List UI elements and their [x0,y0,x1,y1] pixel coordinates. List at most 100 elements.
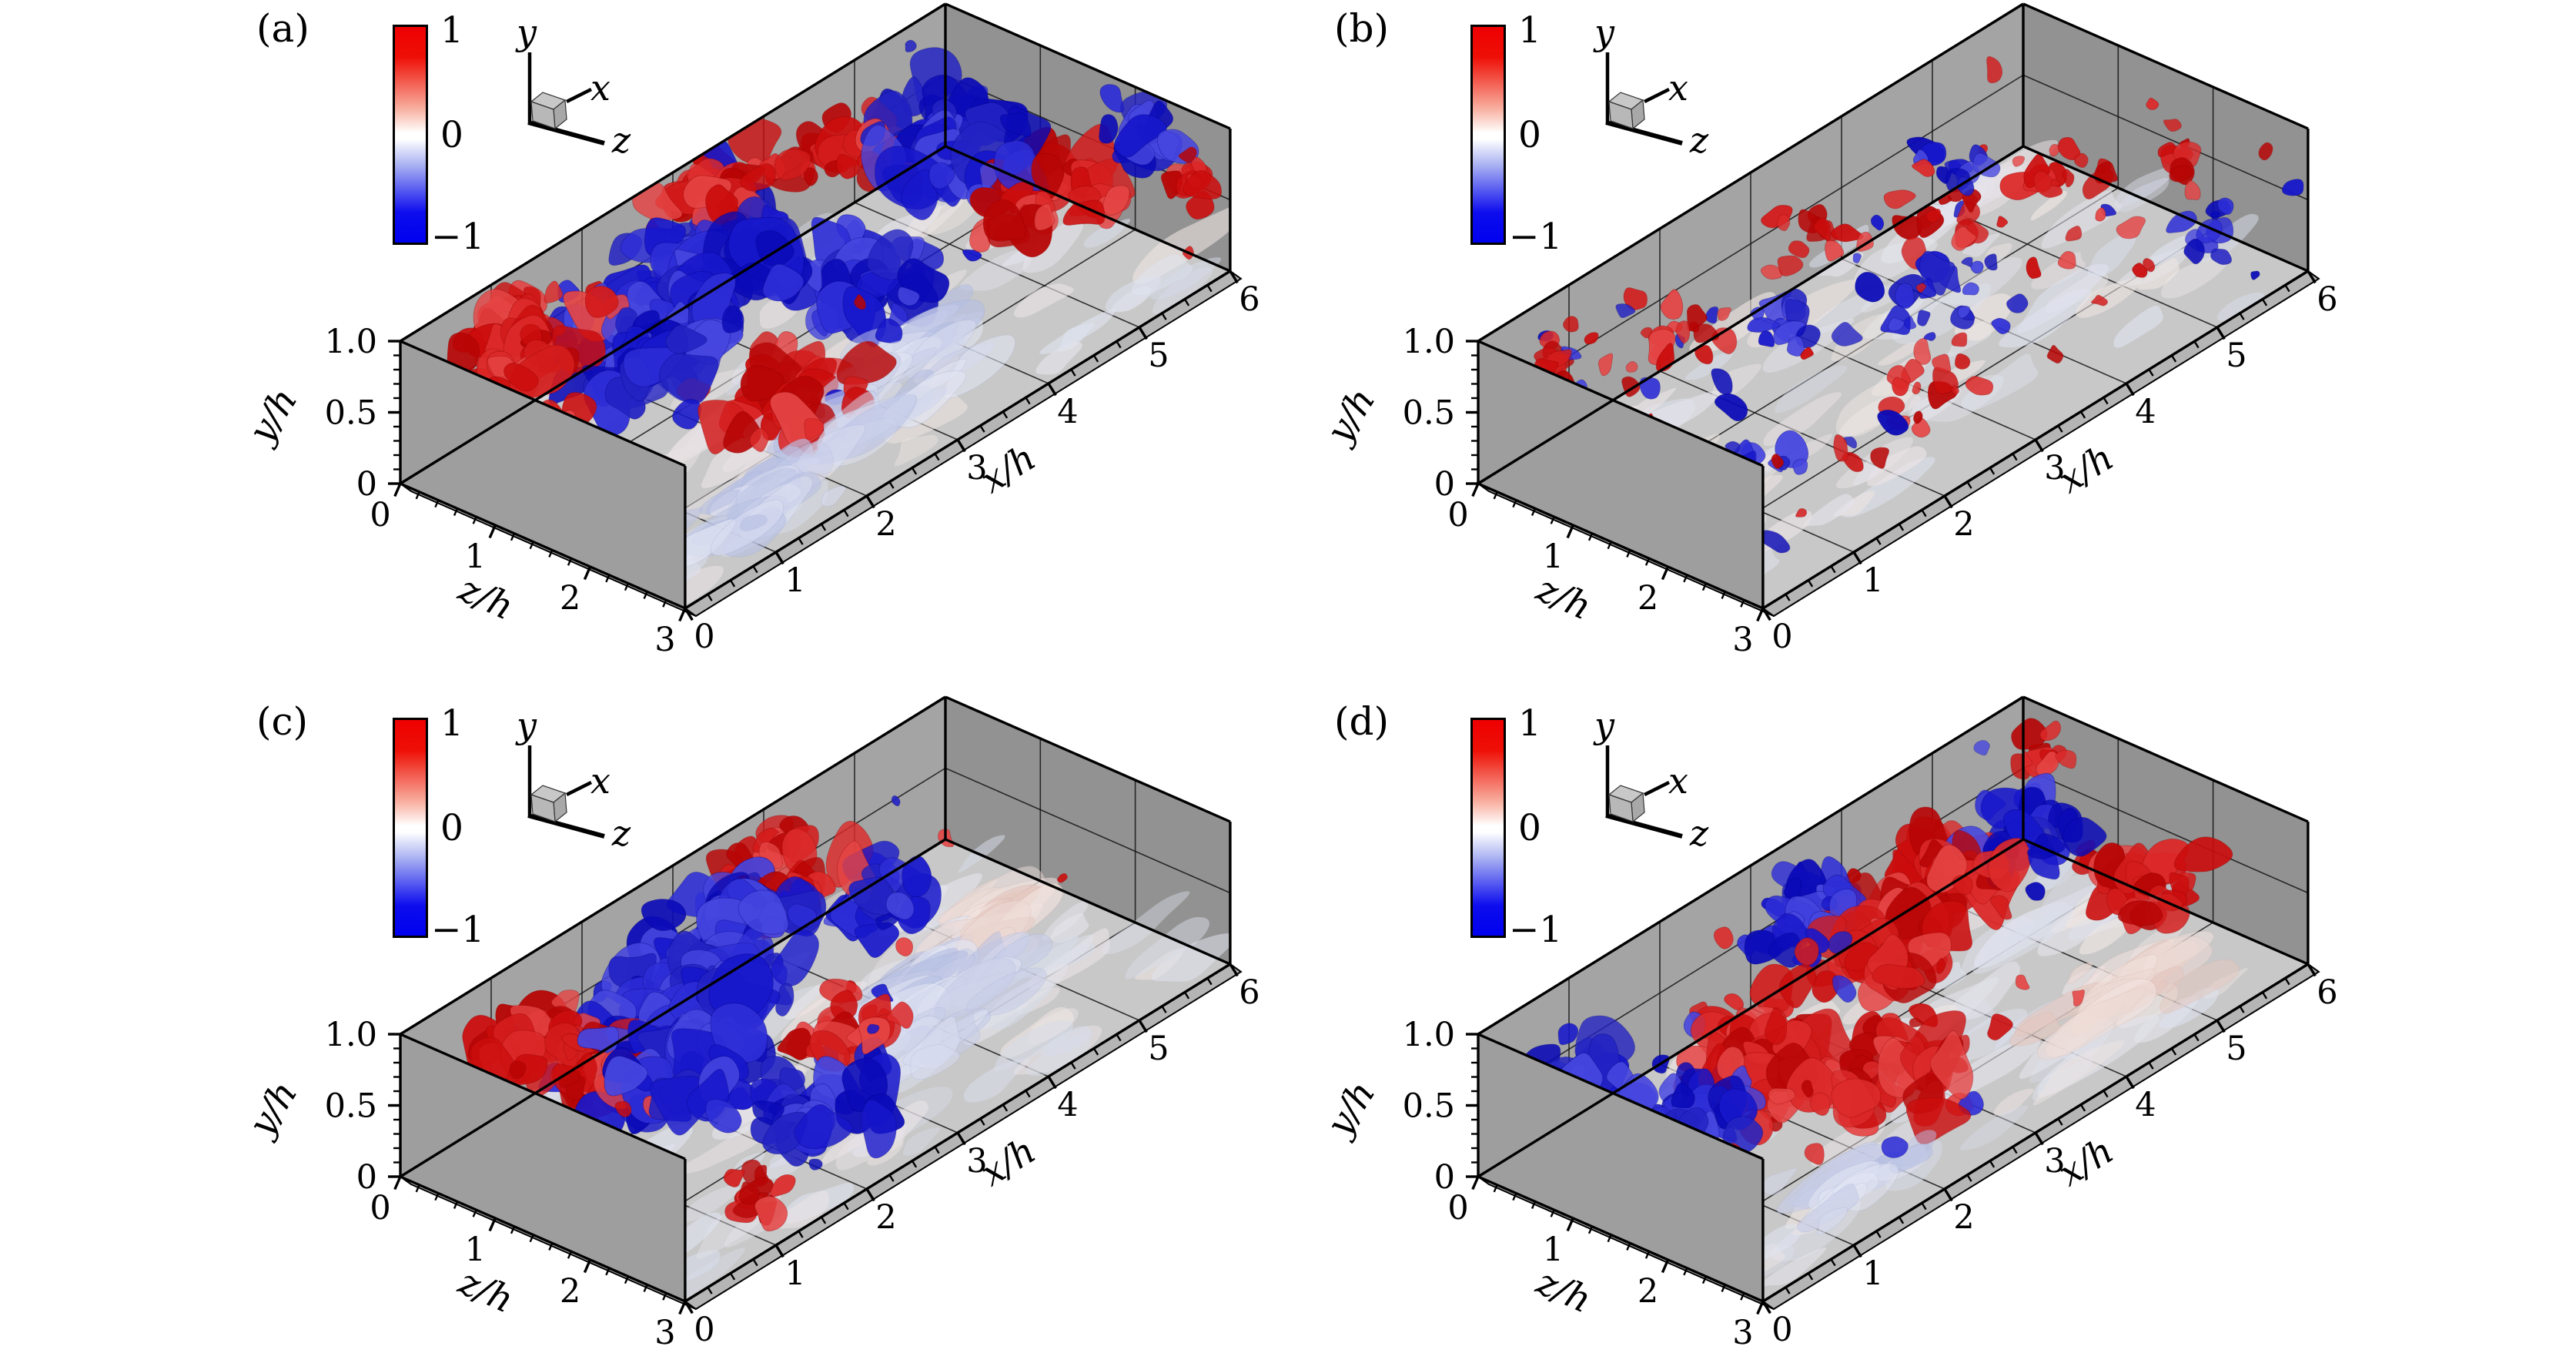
axis-title: x/h [973,437,1043,502]
colorbar-min-label: −1 [431,216,485,258]
axis-tick-label: 1 [1543,1231,1564,1269]
glyph-cube-front [1608,794,1634,822]
orientation-axes-glyph: y x z [1593,705,1709,854]
colorbar-gradient [393,718,428,938]
axis-tick-label: 5 [1148,1030,1169,1068]
glyph-z-label: z [611,812,631,854]
axis-title: z/h [1530,1261,1597,1321]
axis-tick-label: 1 [1862,561,1883,600]
orientation-axes-glyph: y x z [1593,12,1709,161]
axis-tick-label: 0 [1434,465,1455,504]
axis-tick-label: 1.0 [1403,323,1455,361]
axis-tick-label: 1 [785,1254,805,1293]
axis-title: z/h [452,568,520,628]
glyph-x-axis-line [565,87,593,104]
axis-title: y/h [239,1073,306,1144]
axis-tick-label: 5 [1148,337,1169,375]
left-end-cap [1478,341,1763,608]
glyph-z-label: z [1689,812,1709,854]
axis-tick-label: 2 [560,579,580,618]
axis-tick-label: 2 [560,1272,580,1311]
axis-tick-label: 1.0 [325,323,377,361]
axis-tick-label: 2 [1953,1198,1974,1237]
colorbar-max-label: 1 [440,702,463,745]
axis-tick-label: 3 [966,449,987,487]
axis-title: x/h [973,1130,1043,1195]
panel-d-label: (d) [1334,699,1390,744]
glyph-z-axis-line [1605,813,1683,839]
colorbar-gradient [393,25,428,245]
panel-d: (d) 1 0 −1 y x z 0 0.5 1.0 0 1 2 3 0 1 2 3 4 5 6 y/h z/… [1078,693,2387,1363]
glyph-z-axis-line [1605,120,1683,146]
axis-tick-label: 4 [1057,393,1078,431]
left-end-cap [1478,1034,1763,1301]
axis-tick-label: 0 [694,618,714,656]
glyph-y-label: y [515,705,537,746]
axis-tick-label: 0 [356,1158,377,1197]
axis-tick-label: 2 [875,505,896,544]
axis-tick-label: 4 [2135,393,2156,431]
axis-tick-label: 5 [2226,1030,2246,1068]
colorbar-zero-label: 0 [1518,807,1541,849]
glyph-x-axis-line [565,780,593,797]
panel-b: (b) 1 0 −1 y x z 0 0.5 1.0 0 1 2 3 0 1 2 3 4 5 6 y/h z/… [1078,0,2387,670]
glyph-cube-front [530,794,556,822]
axis-tick-label: 3 [966,1142,987,1180]
axis-ticks [388,270,1239,622]
panel-b-label: (b) [1334,6,1390,51]
isosurface-structures [1521,718,2240,1236]
axis-title: x/h [2051,437,2121,502]
axis-ticks [388,963,1239,1315]
glyph-x-axis-line [1643,87,1671,104]
axis-tick-label: 3 [654,621,675,659]
axis-tick-label: 1 [785,561,805,600]
colorbar-min-label: −1 [431,909,485,951]
glyph-z-label: z [611,119,631,161]
axis-tick-label: 2 [875,1198,896,1237]
box-edges [1477,695,2310,1303]
axis-tick-label: 0.5 [325,394,377,433]
axis-tick-label: 0 [1771,1311,1792,1349]
axis-title: z/h [452,1261,520,1321]
axis-tick-label: 0 [694,1311,714,1349]
axis-ticks [1466,270,2317,622]
axis-title: y/h [1317,1073,1383,1144]
panel-a-label: (a) [256,6,309,51]
colorbar-max-label: 1 [440,9,463,52]
colorbar-zero-label: 0 [1518,114,1541,156]
axis-tick-label: 5 [2226,337,2246,375]
axis-tick-label: 1 [1862,1254,1883,1293]
isosurface-structures [447,39,1223,569]
glyph-z-axis-line [527,813,605,839]
left-end-cap [400,341,685,608]
axis-ticks [1466,963,2317,1315]
glyph-z-axis-line [527,120,605,146]
axis-tick-label: 0.5 [325,1087,377,1126]
colorbar-min-label: −1 [1509,909,1563,951]
axis-tick-label: 3 [1732,1314,1753,1352]
colorbar-zero-label: 0 [440,114,463,156]
axis-tick-label: 0 [370,496,390,534]
axis-tick-label: 0 [356,465,377,504]
axis-tick-label: 0 [370,1189,390,1227]
glyph-x-label: x [590,760,611,802]
isosurface-structures [462,795,1068,1232]
axis-tick-label: 4 [2135,1086,2156,1124]
axis-tick-label: 1.0 [325,1016,377,1054]
axis-tick-label: 3 [2044,449,2065,487]
colorbar-gradient [1470,718,1506,938]
axis-tick-label: 6 [1239,973,1260,1012]
axis-tick-label: 6 [2317,280,2337,319]
colorbar-max-label: 1 [1518,9,1541,52]
axis-tick-label: 0 [1447,496,1468,534]
glyph-z-label: z [1689,119,1709,161]
glyph-y-label: y [515,12,537,53]
axis-tick-label: 1 [465,1231,486,1269]
axis-tick-label: 0 [1771,618,1792,656]
glyph-cube-front [1608,101,1634,129]
